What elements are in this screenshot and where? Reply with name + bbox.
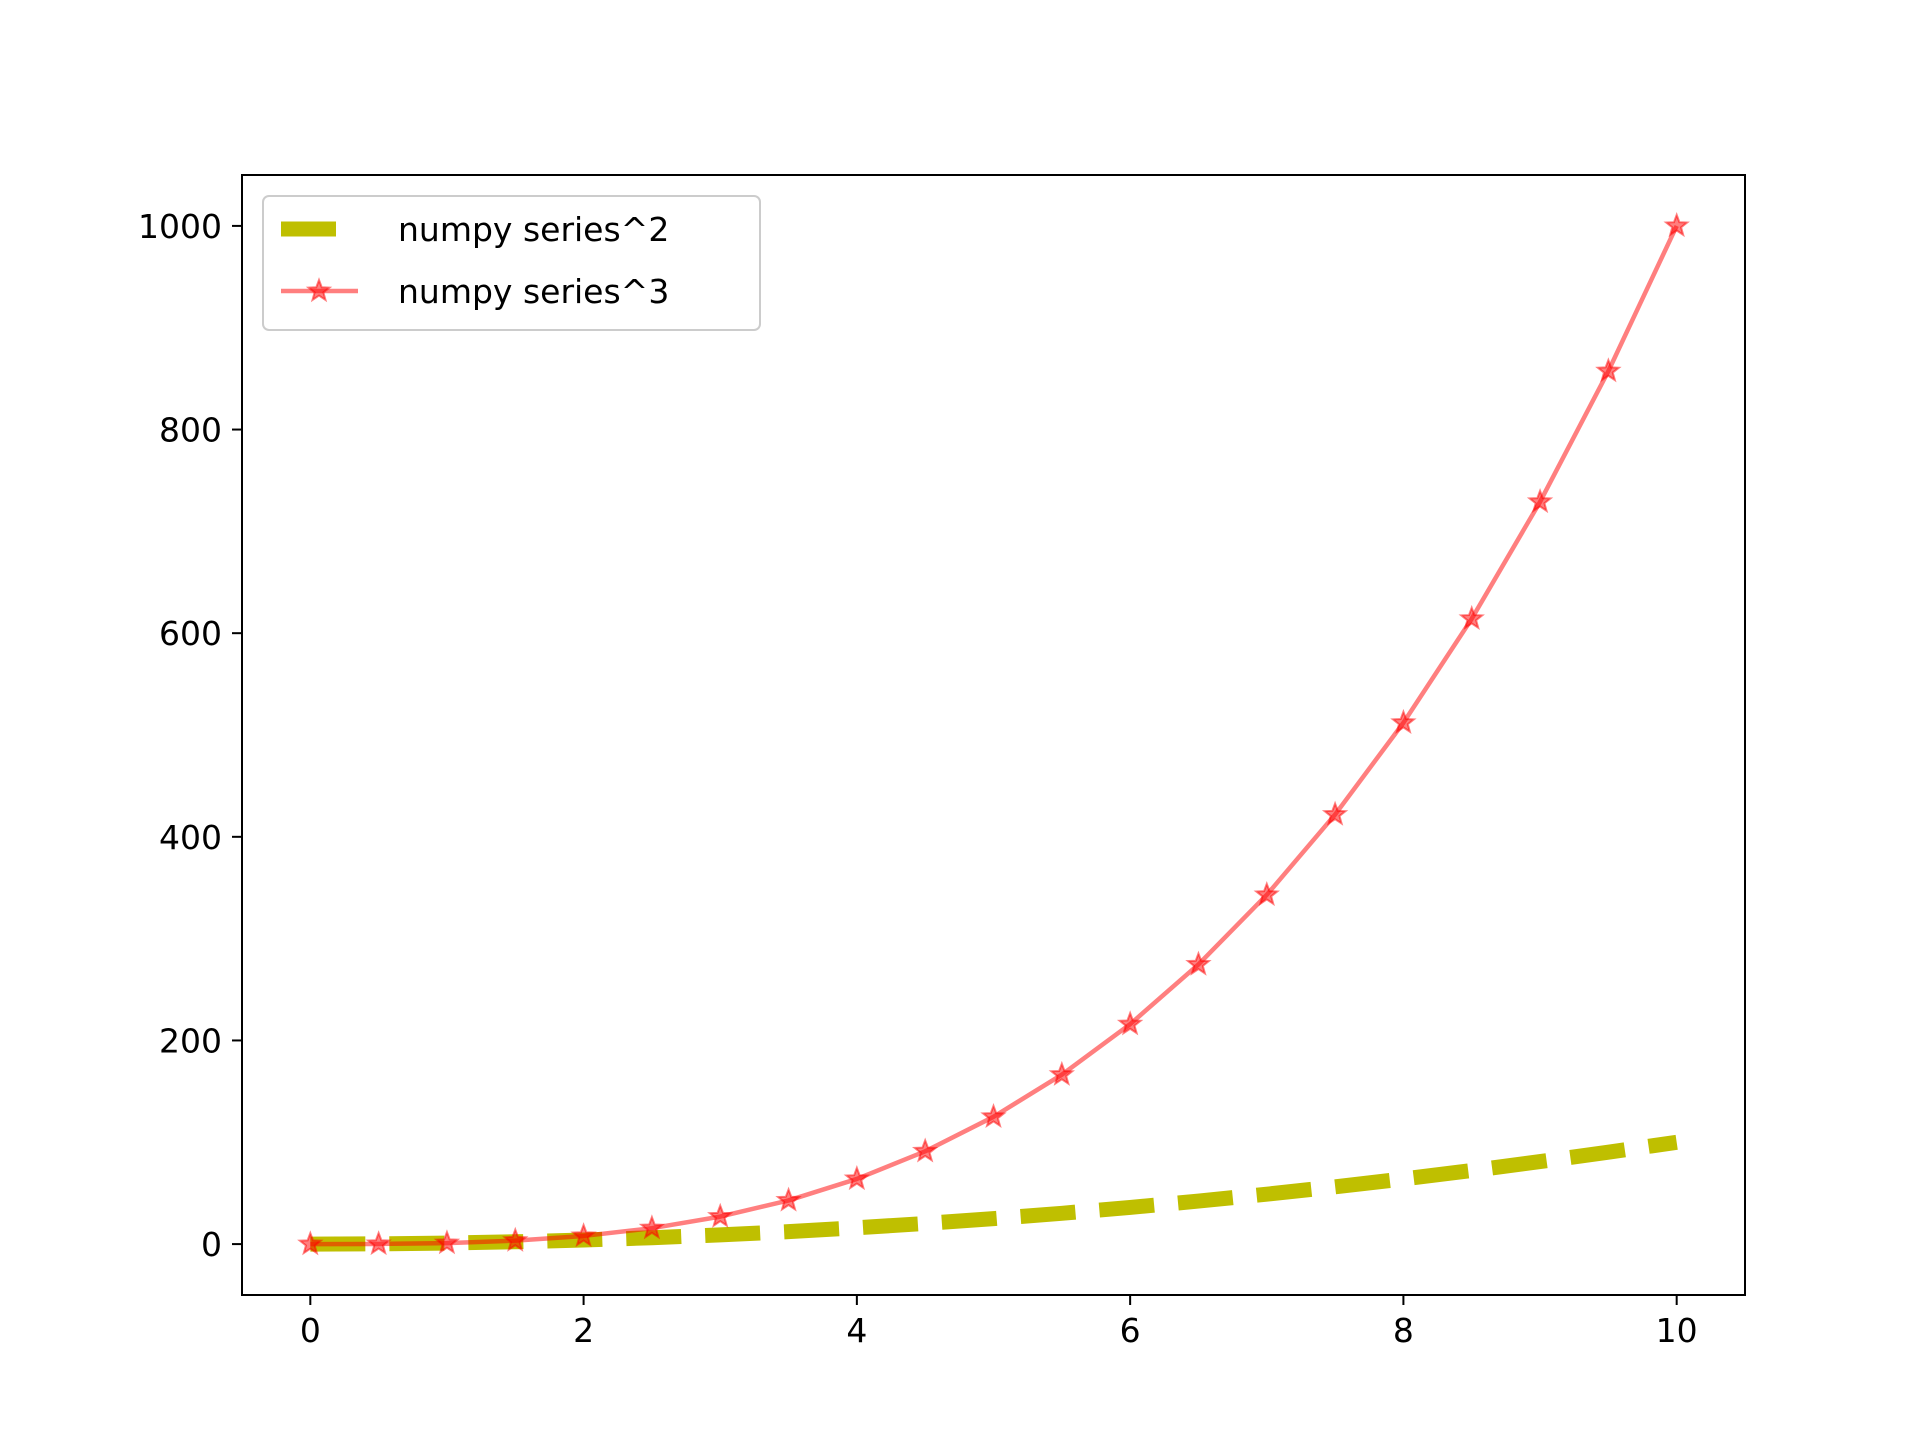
x-tick-label: 6	[1120, 1311, 1141, 1350]
x-tick-label: 10	[1656, 1311, 1698, 1350]
legend-label: numpy series^3	[398, 272, 669, 311]
data-point	[570, 1222, 597, 1248]
data-point	[297, 1230, 324, 1256]
series-1	[310, 1134, 1678, 1252]
y-tick-label: 200	[159, 1021, 222, 1060]
data-point	[1185, 950, 1212, 976]
data-point	[638, 1214, 666, 1240]
plot-frame	[241, 174, 1746, 1296]
legend-marker	[305, 277, 333, 303]
legend-entry-2: numpy series^3	[281, 272, 669, 311]
data-point	[1048, 1060, 1076, 1086]
data-point	[1526, 487, 1554, 514]
legend-entry-1: numpy series^2	[281, 210, 669, 249]
x-tick-label: 0	[300, 1311, 321, 1350]
x-axis: 0 2 4 6 8 10	[300, 1295, 1698, 1350]
y-tick-label: 600	[159, 614, 222, 653]
data-point	[1253, 880, 1280, 907]
data-point	[911, 1137, 939, 1163]
legend-box	[262, 195, 761, 331]
data-point	[707, 1202, 734, 1228]
y-tick-label: 800	[159, 411, 222, 450]
y-tick-label: 1000	[138, 207, 222, 246]
x-tick-label: 4	[846, 1311, 867, 1350]
data-point	[365, 1230, 392, 1256]
y-tick-label: 0	[201, 1225, 222, 1264]
data-point	[1390, 708, 1417, 735]
x-tick-label: 8	[1393, 1311, 1414, 1350]
data-point	[843, 1165, 871, 1191]
series-layer	[297, 212, 1690, 1256]
data-point	[1116, 1010, 1144, 1036]
data-point	[1595, 357, 1622, 383]
y-tick-label: 400	[159, 818, 222, 857]
data-point	[775, 1186, 802, 1212]
data-point	[1458, 604, 1485, 631]
legend: numpy series^2 numpy series^3	[262, 195, 761, 331]
data-point	[980, 1102, 1007, 1129]
series-2-line	[310, 224, 1679, 1247]
data-point	[1663, 212, 1690, 238]
series-2	[297, 212, 1690, 1256]
legend-label: numpy series^2	[398, 210, 669, 249]
y-axis: 0 200 400 600 800 1000	[138, 207, 242, 1264]
series-1-line	[310, 1134, 1678, 1252]
data-point	[433, 1229, 461, 1255]
data-point	[502, 1226, 529, 1252]
data-point	[1321, 800, 1349, 826]
x-tick-label: 2	[573, 1311, 594, 1350]
